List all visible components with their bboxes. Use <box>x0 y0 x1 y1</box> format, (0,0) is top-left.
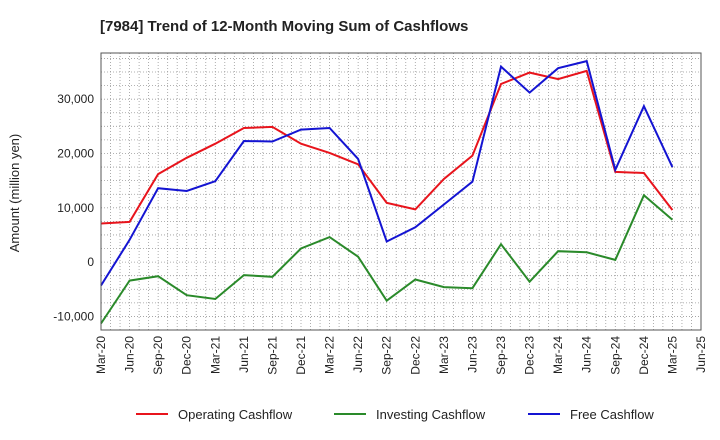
x-tick-label: Sep-20 <box>151 336 165 375</box>
x-tick-label: Mar-24 <box>551 336 565 374</box>
x-tick-label: Sep-22 <box>380 336 394 375</box>
x-tick-label: Sep-21 <box>265 336 279 375</box>
x-tick-label: Dec-21 <box>294 336 308 375</box>
y-tick-label: -10,000 <box>53 309 94 323</box>
operating-cashflow-line <box>100 69 674 225</box>
x-tick-label: Jun-23 <box>465 336 479 373</box>
investing-cashflow-line <box>100 193 674 325</box>
y-tick-label: 10,000 <box>57 201 94 215</box>
y-tick-label: 20,000 <box>57 146 94 160</box>
legend: Operating Cashflow Investing Cashflow Free… <box>136 407 654 422</box>
investing-cashflow-legend-label: Investing Cashflow <box>376 407 486 422</box>
x-tick-label: Mar-22 <box>323 336 337 374</box>
x-tick-label: Dec-24 <box>637 336 651 375</box>
series-lines <box>100 59 674 325</box>
x-tick-label: Jun-21 <box>237 336 251 373</box>
x-tick-label: Sep-23 <box>494 336 508 375</box>
x-tick-label: Sep-24 <box>608 336 622 375</box>
free-cashflow-legend-label: Free Cashflow <box>570 407 654 422</box>
x-tick-label: Jun-25 <box>694 336 708 373</box>
y-tick-labels: -10,000 0 10,000 20,000 30,000 <box>53 92 94 323</box>
x-tick-label: Dec-23 <box>523 336 537 375</box>
grid <box>101 53 701 330</box>
x-tick-labels: Mar-20 Jun-20 Sep-20 Dec-20 Mar-21 Jun-21 Sep-… <box>94 336 708 375</box>
x-tick-label: Mar-23 <box>437 336 451 374</box>
y-tick-label: 0 <box>87 255 94 269</box>
operating-cashflow-legend-label: Operating Cashflow <box>178 407 293 422</box>
x-tick-label: Mar-21 <box>208 336 222 374</box>
y-axis-label: Amount (million yen) <box>7 134 22 253</box>
x-tick-label: Mar-25 <box>665 336 679 374</box>
x-tick-label: Jun-24 <box>580 336 594 373</box>
x-tick-label: Jun-22 <box>351 336 365 373</box>
y-tick-label: 30,000 <box>57 92 94 106</box>
x-tick-label: Dec-20 <box>180 336 194 375</box>
plot-frame <box>100 52 702 331</box>
x-tick-label: Mar-20 <box>94 336 108 374</box>
x-tick-label: Jun-20 <box>123 336 137 373</box>
x-tick-label: Dec-22 <box>408 336 422 375</box>
free-cashflow-line <box>100 59 674 287</box>
chart-title: [7984] Trend of 12-Month Moving Sum of C… <box>100 18 468 35</box>
